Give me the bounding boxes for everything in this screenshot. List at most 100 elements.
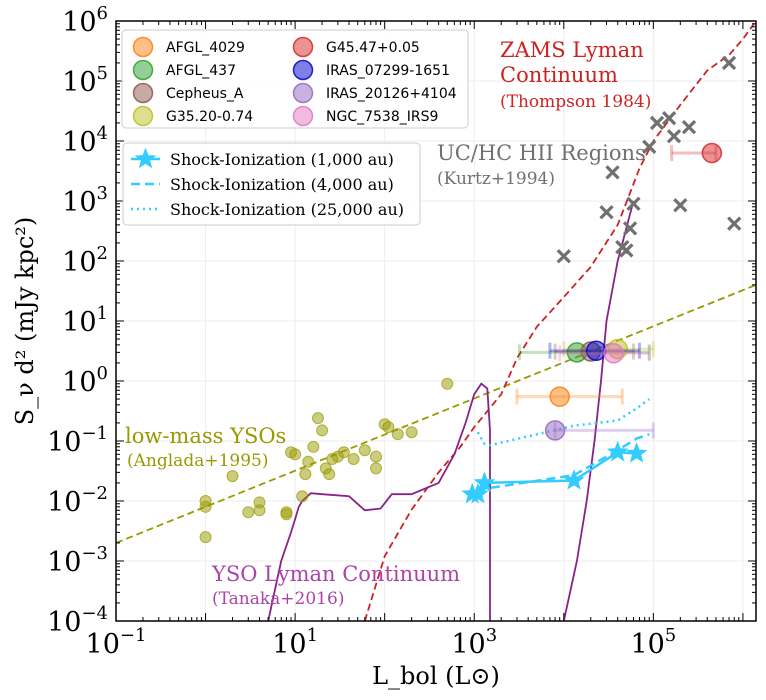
y-tick-label-exp: 2 bbox=[97, 243, 108, 264]
uchii-point-stroke bbox=[673, 198, 688, 213]
x-tick-label-exp: 5 bbox=[665, 625, 676, 646]
low-mass-point bbox=[253, 496, 266, 509]
model-line-1 bbox=[477, 433, 650, 494]
uchii-point-stroke bbox=[599, 205, 614, 220]
axis-ticks bbox=[115, 20, 756, 622]
legend-source-marker bbox=[292, 82, 314, 104]
low-mass-point bbox=[369, 462, 382, 475]
y-tick-label: 10−1 bbox=[47, 423, 108, 458]
sources-legend-box bbox=[121, 29, 469, 129]
y-tick-label-base: 10 bbox=[47, 547, 81, 578]
uchii-point-stroke bbox=[727, 216, 742, 231]
uchii-point bbox=[661, 111, 677, 126]
model-star-marker bbox=[473, 471, 496, 493]
annotation-text: YSO Lyman Continuum bbox=[211, 562, 460, 586]
legend-model-star bbox=[134, 147, 157, 169]
low-mass-point bbox=[226, 470, 239, 483]
y-tick-label: 105 bbox=[62, 63, 108, 98]
y-tick-label-exp: 1 bbox=[97, 303, 108, 324]
x-tick-label-base: 10 bbox=[630, 629, 664, 660]
source-G45.47+0.05 bbox=[670, 142, 723, 164]
y-tick-label-base: 10 bbox=[62, 127, 96, 158]
low-mass-point bbox=[299, 468, 312, 481]
y-tick-label-exp: −4 bbox=[81, 603, 108, 624]
low-mass-point bbox=[307, 440, 320, 453]
legend-source-marker bbox=[132, 59, 154, 81]
reference-line-3 bbox=[562, 200, 635, 621]
y-tick-label-base: 10 bbox=[62, 367, 96, 398]
uchii-point-stroke bbox=[622, 221, 638, 236]
uchii-point bbox=[666, 129, 682, 144]
low-mass-points bbox=[199, 377, 454, 544]
x-tick-label: 103 bbox=[451, 625, 497, 660]
y-tick-label-exp: −1 bbox=[81, 423, 108, 444]
x-tick-label: 105 bbox=[630, 625, 676, 660]
legend-source-marker bbox=[292, 59, 314, 81]
models-legend-box bbox=[122, 142, 421, 226]
legend-source-label: AFGL_437 bbox=[166, 63, 236, 79]
low-mass-point bbox=[199, 500, 212, 513]
low-mass-point bbox=[302, 455, 315, 468]
uchii-point-stroke bbox=[649, 115, 665, 131]
legend-source-marker bbox=[292, 36, 314, 58]
reference-line-2 bbox=[267, 382, 491, 621]
sources-legend: AFGL_4029 AFGL_437 Cepheus_A G35.20-0.74 G45… bbox=[121, 29, 469, 129]
y-tick-label-base: 10 bbox=[62, 307, 96, 338]
y-tick-label: 106 bbox=[62, 3, 108, 38]
reference-line-0 bbox=[116, 284, 756, 544]
legend-source-label: IRAS_20126+4104 bbox=[326, 86, 457, 102]
y-tick-label: 10−2 bbox=[47, 483, 108, 518]
x-tick-label-exp: 1 bbox=[307, 625, 318, 646]
uchii-point bbox=[626, 196, 641, 211]
source-IRAS_20126+4104 bbox=[544, 420, 655, 441]
annotation-text: Continuum bbox=[500, 63, 618, 87]
uchii-point bbox=[619, 243, 634, 258]
low-mass-point bbox=[280, 506, 293, 519]
x-tick-label-base: 10 bbox=[86, 629, 120, 660]
low-mass-point bbox=[441, 377, 454, 390]
model-star-marker bbox=[563, 469, 585, 490]
uchii-point bbox=[673, 198, 688, 213]
source-marker bbox=[585, 340, 607, 361]
plot-area bbox=[116, 21, 756, 621]
model-star-marker bbox=[625, 442, 648, 463]
uchii-point bbox=[721, 55, 737, 71]
y-tick-label: 101 bbox=[62, 303, 108, 338]
annotation-text: UC/HC HII Regions bbox=[437, 141, 646, 165]
y-tick-label: 102 bbox=[62, 243, 108, 278]
low-mass-point bbox=[337, 446, 350, 459]
uchii-point-stroke bbox=[626, 196, 641, 211]
y-tick-label-base: 10 bbox=[62, 7, 96, 38]
y-tick-label: 100 bbox=[62, 363, 108, 398]
legend-source-marker bbox=[132, 36, 154, 58]
y-axis-title: S_ν d² (mJy kpc²) bbox=[11, 217, 39, 426]
y-tick-label-exp: 4 bbox=[97, 123, 108, 144]
legend-source-label: AFGL_4029 bbox=[166, 40, 245, 56]
source-NGC_7538_IRS9 bbox=[558, 343, 651, 364]
source-marker bbox=[549, 386, 570, 407]
x-tick-label-exp: 3 bbox=[486, 625, 497, 646]
x-axis-title: L_bol (L⊙) bbox=[372, 662, 500, 690]
low-mass-point bbox=[358, 444, 371, 457]
uchii-point-stroke bbox=[642, 139, 657, 154]
y-tick-label-base: 10 bbox=[47, 487, 81, 518]
plot-layer bbox=[116, 21, 756, 621]
low-mass-point bbox=[296, 490, 309, 503]
uchii-point bbox=[556, 249, 571, 264]
low-mass-point bbox=[311, 412, 324, 425]
legend-source-marker bbox=[132, 82, 154, 104]
uchii-point-stroke bbox=[666, 129, 682, 144]
y-tick-label: 103 bbox=[62, 183, 108, 218]
source-AFGL_4029 bbox=[515, 386, 624, 407]
y-tick-label-exp: 0 bbox=[97, 363, 108, 384]
legend-source-label: IRAS_07299-1651 bbox=[326, 63, 450, 79]
uchii-point-stroke bbox=[661, 111, 677, 126]
legend-source-marker bbox=[132, 105, 154, 127]
x-tick-label-exp: −1 bbox=[120, 625, 147, 646]
uchii-point-stroke bbox=[721, 55, 737, 71]
y-tick-label-exp: 5 bbox=[97, 63, 108, 84]
annotation-text: (Anglada+1995) bbox=[127, 451, 268, 471]
annotation-text: low-mass YSOs bbox=[125, 424, 286, 448]
legend-model-label: Shock-Ionization (1,000 au) bbox=[170, 150, 394, 169]
